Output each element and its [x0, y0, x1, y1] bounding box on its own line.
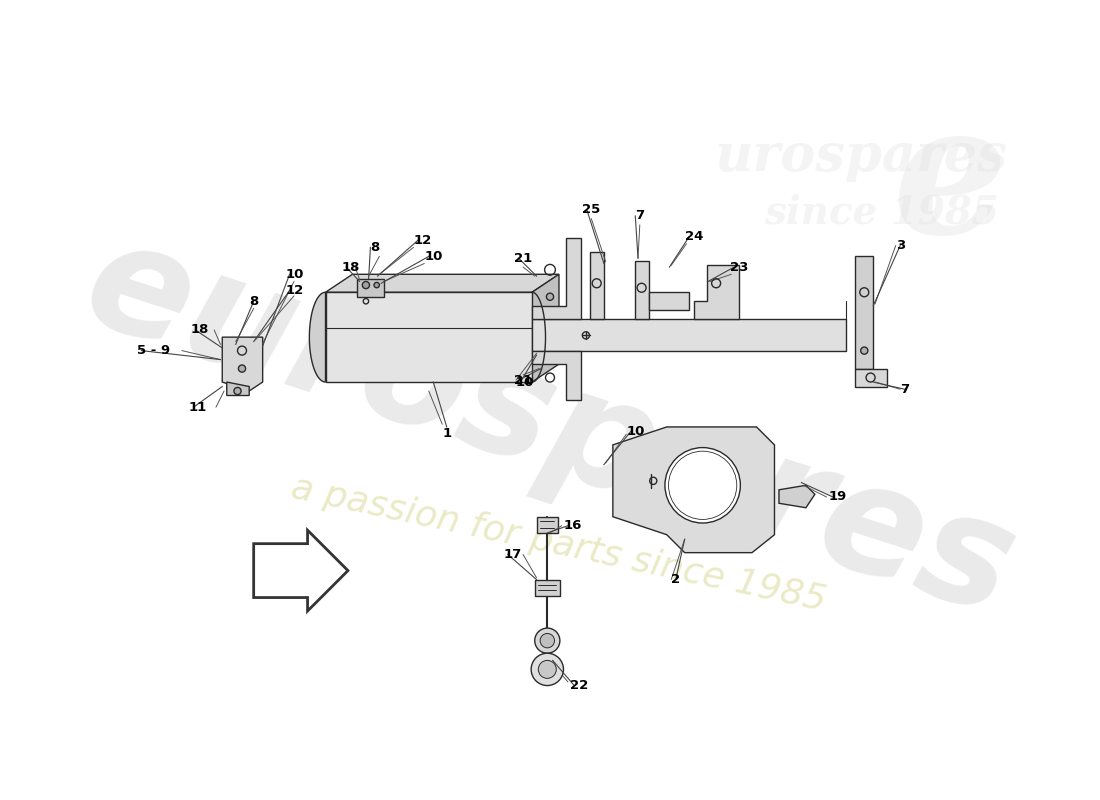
Text: 24: 24 — [684, 230, 703, 243]
Polygon shape — [537, 517, 558, 533]
Circle shape — [374, 282, 379, 288]
Text: 17: 17 — [504, 548, 521, 561]
Polygon shape — [856, 256, 873, 369]
Polygon shape — [309, 292, 326, 382]
Circle shape — [538, 661, 557, 678]
Polygon shape — [779, 486, 815, 508]
Text: 12: 12 — [285, 284, 304, 297]
Circle shape — [860, 347, 868, 354]
Text: 7: 7 — [900, 382, 910, 396]
Polygon shape — [532, 238, 582, 319]
Polygon shape — [326, 274, 559, 292]
Circle shape — [664, 447, 740, 523]
Text: 22: 22 — [570, 679, 589, 692]
Text: 16: 16 — [563, 519, 582, 532]
Polygon shape — [613, 427, 774, 553]
Text: 8: 8 — [371, 241, 380, 254]
Circle shape — [531, 654, 563, 686]
Text: since 1985: since 1985 — [764, 194, 999, 231]
Text: 12: 12 — [414, 234, 432, 246]
Circle shape — [362, 282, 370, 289]
Text: 8: 8 — [250, 294, 258, 308]
Circle shape — [540, 634, 554, 648]
Text: 5 - 9: 5 - 9 — [136, 344, 170, 357]
Text: 18: 18 — [190, 323, 209, 337]
Text: 25: 25 — [582, 203, 601, 216]
Text: 1: 1 — [442, 427, 451, 440]
Text: 19: 19 — [828, 490, 847, 503]
Text: 21: 21 — [514, 374, 532, 386]
Polygon shape — [326, 292, 532, 382]
Polygon shape — [694, 266, 738, 319]
Circle shape — [234, 387, 241, 394]
Polygon shape — [227, 382, 250, 395]
Circle shape — [239, 365, 245, 372]
Circle shape — [547, 293, 553, 300]
Polygon shape — [532, 319, 846, 350]
Text: 23: 23 — [729, 261, 748, 274]
Text: 7: 7 — [635, 210, 645, 222]
Polygon shape — [222, 337, 263, 391]
Text: a passion for parts since 1985: a passion for parts since 1985 — [288, 470, 829, 617]
Polygon shape — [591, 252, 604, 319]
Polygon shape — [356, 278, 384, 297]
Text: e: e — [893, 94, 1008, 271]
Text: 10: 10 — [425, 250, 442, 263]
Polygon shape — [649, 292, 690, 310]
Polygon shape — [532, 274, 559, 382]
Polygon shape — [532, 350, 582, 400]
Polygon shape — [856, 369, 887, 386]
Circle shape — [535, 628, 560, 654]
Text: 3: 3 — [895, 239, 905, 252]
Text: urospares: urospares — [715, 130, 1008, 182]
Polygon shape — [535, 579, 560, 596]
Polygon shape — [636, 261, 649, 319]
Text: 10: 10 — [285, 268, 304, 281]
Text: 11: 11 — [189, 401, 207, 414]
Text: 18: 18 — [342, 261, 360, 274]
Text: eurospares: eurospares — [67, 207, 1033, 647]
Text: 10: 10 — [626, 425, 645, 438]
Text: 21: 21 — [514, 252, 532, 265]
Text: 10: 10 — [516, 375, 535, 389]
Text: 2: 2 — [671, 573, 680, 586]
